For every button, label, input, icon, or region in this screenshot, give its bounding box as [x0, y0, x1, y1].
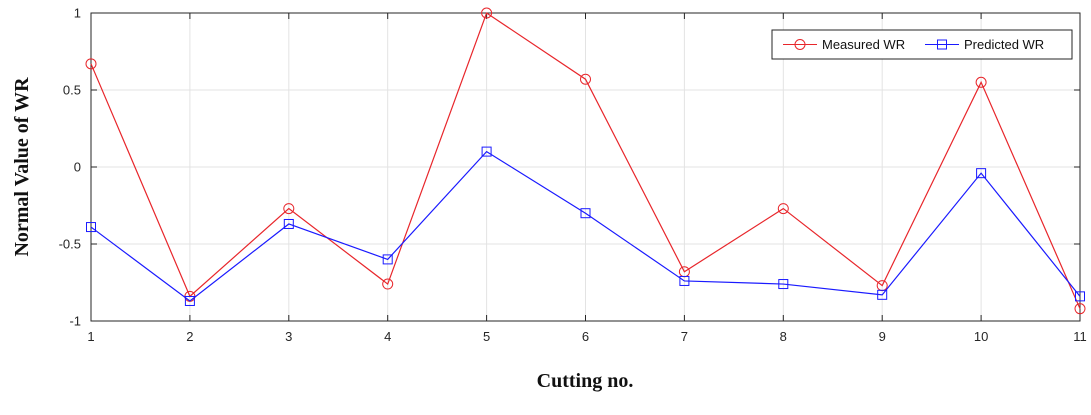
data-point-predicted: [184, 295, 195, 306]
x-tick-label: 6: [582, 329, 589, 344]
data-point-predicted: [679, 275, 690, 286]
legend: Measured WR Predicted WR: [771, 29, 1073, 60]
x-tick-label: 1: [87, 329, 94, 344]
data-point-predicted: [1075, 291, 1085, 302]
data-point-measured: [481, 7, 493, 19]
x-tick-label: 7: [681, 329, 688, 344]
data-point-measured: [975, 76, 987, 88]
series-layer: [85, 7, 1086, 315]
data-point-measured: [1074, 303, 1086, 315]
legend-label-predicted: Predicted WR: [964, 37, 1044, 52]
x-tick-label: 3: [285, 329, 292, 344]
legend-marker-measured: [794, 39, 806, 50]
legend-label-measured: Measured WR: [822, 37, 905, 52]
x-axis: 1 2 3 4 5 6 7 8 9 10 11: [87, 13, 1087, 344]
y-axis-label: Normal Value of WR: [11, 77, 33, 257]
data-point-predicted: [86, 222, 96, 233]
x-tick-label: 4: [384, 329, 391, 344]
data-point-predicted: [283, 218, 294, 229]
y-tick-label: 0.5: [63, 83, 81, 98]
series-line-predicted: [90, 150, 1081, 302]
x-tick-label: 8: [780, 329, 787, 344]
data-point-measured: [580, 73, 591, 85]
y-tick-label: -1: [69, 314, 81, 329]
x-tick-label: 2: [186, 329, 193, 344]
legend-box: [771, 29, 1073, 60]
data-point-predicted: [778, 279, 789, 290]
y-tick-label: 0: [74, 160, 81, 175]
data-point-predicted: [481, 146, 492, 157]
legend-marker-predicted: [937, 39, 947, 50]
y-axis: -1 -0.5 0 0.5 1: [59, 6, 1080, 329]
data-point-predicted: [877, 289, 888, 300]
data-point-predicted: [382, 254, 393, 265]
data-point-predicted: [580, 208, 591, 219]
data-point-measured: [382, 278, 394, 290]
series-line-measured: [90, 12, 1081, 309]
data-point-predicted: [976, 168, 987, 179]
data-point-measured: [777, 203, 789, 215]
x-tick-label: 10: [974, 329, 988, 344]
x-axis-label: Cutting no.: [537, 370, 634, 392]
x-tick-label: 5: [483, 329, 490, 344]
x-tick-label: 11: [1073, 329, 1087, 344]
data-point-measured: [85, 58, 97, 70]
x-tick-label: 9: [879, 329, 886, 344]
y-tick-label: -0.5: [59, 237, 81, 252]
data-point-measured: [283, 203, 295, 215]
y-tick-label: 1: [74, 6, 81, 21]
